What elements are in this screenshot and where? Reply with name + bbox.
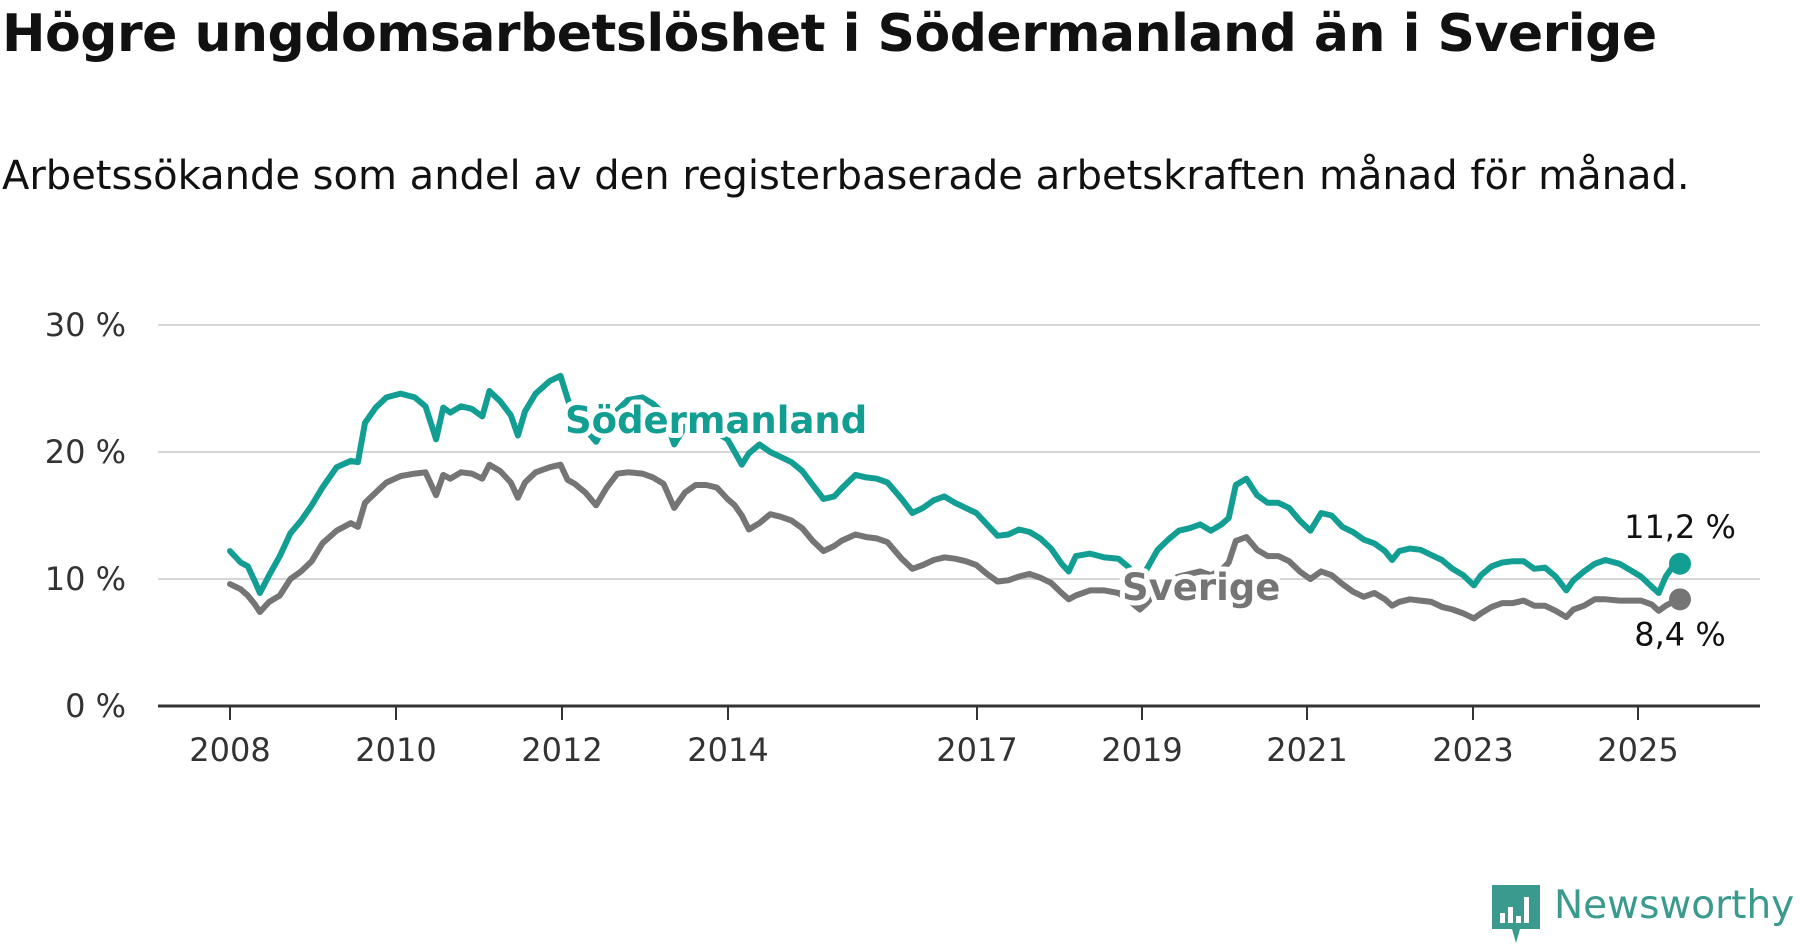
newsworthy-logo: Newsworthy xyxy=(1490,883,1796,945)
x-tick-label: 2025 xyxy=(1597,731,1678,769)
end-point-sverige xyxy=(1669,588,1691,611)
series-label-sverige: Sverige xyxy=(1122,566,1280,609)
x-tick-label: 2021 xyxy=(1266,731,1347,769)
x-tick-label: 2023 xyxy=(1432,731,1513,769)
chart-subtitle: Arbetssökande som andel av den registerb… xyxy=(2,153,1690,199)
series-labels: Södermanland 11,2 % Sverige 8,4 % xyxy=(560,394,1740,657)
chart-title: Högre ungdomsarbetslöshet i Södermanland… xyxy=(2,4,1657,64)
series-lines xyxy=(227,372,1691,622)
x-tick-label: 2012 xyxy=(521,731,602,769)
newsworthy-logo-icon xyxy=(1492,885,1540,943)
x-tick-label: 2008 xyxy=(189,731,270,769)
end-point-s-dermanland xyxy=(1669,552,1691,575)
x-tick-label: 2019 xyxy=(1101,731,1182,769)
end-label-sverige: 8,4 % xyxy=(1634,615,1725,653)
end-label-s-dermanland: 11,2 % xyxy=(1624,508,1736,546)
grid-lines xyxy=(158,324,1760,708)
x-tick-label: 2014 xyxy=(687,731,768,769)
newsworthy-logo-text: Newsworthy xyxy=(1554,883,1795,928)
y-tick-label: 20 % xyxy=(45,433,126,471)
x-axis-ticks: 2008 2010 2012 2014 2017 2019 2021 2023 2025 xyxy=(189,706,1679,769)
y-axis-ticks: 0 % 10 % 20 % 30 % xyxy=(45,306,126,725)
y-tick-label: 0 % xyxy=(65,687,126,725)
series-line-s-dermanland xyxy=(227,372,1683,596)
y-tick-label: 30 % xyxy=(45,306,126,344)
x-tick-label: 2017 xyxy=(936,731,1017,769)
x-tick-label: 2010 xyxy=(355,731,436,769)
series-label-s-dermanland: Södermanland xyxy=(565,399,867,442)
series-line-sverige xyxy=(227,461,1683,622)
y-tick-label: 10 % xyxy=(45,560,126,598)
